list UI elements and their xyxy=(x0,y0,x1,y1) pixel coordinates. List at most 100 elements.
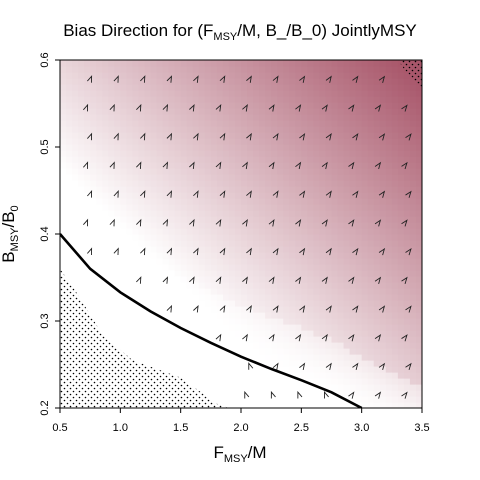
bias-arrow xyxy=(268,104,275,112)
heatmap-cell xyxy=(222,210,230,217)
heatmap-cell xyxy=(385,252,393,259)
heatmap-cell xyxy=(156,84,164,91)
heatmap-cell xyxy=(126,138,133,145)
heatmap-cell xyxy=(96,306,103,313)
heatmap-cell xyxy=(210,336,218,343)
heatmap-cell xyxy=(343,354,351,361)
heatmap-cell xyxy=(307,78,314,85)
heatmap-cell xyxy=(277,294,284,301)
heatmap-cell xyxy=(277,144,284,151)
heatmap-cell xyxy=(271,150,278,157)
heatmap-cell xyxy=(72,138,79,145)
bias-arrow xyxy=(405,362,412,371)
heatmap-cell xyxy=(108,108,115,115)
heatmap-cell xyxy=(60,72,67,79)
heatmap-cell xyxy=(96,240,103,247)
heatmap-cell xyxy=(289,96,296,103)
heatmap-cell xyxy=(114,180,121,187)
heatmap-cell xyxy=(156,342,164,349)
bias-arrow xyxy=(189,218,195,227)
heatmap-cell xyxy=(349,270,357,277)
heatmap-cell xyxy=(325,222,333,229)
heatmap-cell xyxy=(120,60,127,67)
heatmap-cell xyxy=(379,288,387,295)
heatmap-cell xyxy=(120,204,127,211)
heatmap-cell xyxy=(349,72,357,79)
heatmap-cell xyxy=(198,312,206,319)
heatmap-cell xyxy=(126,108,133,115)
heatmap-cell xyxy=(307,138,314,145)
heatmap-cell xyxy=(102,114,109,121)
bias-arrow xyxy=(219,304,226,313)
heatmap-cell xyxy=(90,240,97,247)
heatmap-cell xyxy=(349,102,357,109)
heatmap-cell xyxy=(289,156,296,163)
heatmap-cell xyxy=(241,222,248,229)
heatmap-cell xyxy=(307,396,314,403)
heatmap-cell xyxy=(241,156,248,163)
heatmap-cell xyxy=(198,204,206,211)
heatmap-cell xyxy=(192,378,200,385)
heatmap-cell xyxy=(126,198,133,205)
y-tick-label: 0.4 xyxy=(39,226,51,241)
heatmap-cell xyxy=(120,270,127,277)
heatmap-cell xyxy=(331,108,339,115)
heatmap-cell xyxy=(234,324,242,331)
heatmap-cell xyxy=(343,108,351,115)
heatmap-cell xyxy=(415,174,422,181)
heatmap-cell xyxy=(337,108,345,115)
heatmap-cell xyxy=(114,240,121,247)
heatmap-cell xyxy=(90,72,97,79)
heatmap-cell xyxy=(277,402,284,408)
heatmap-cell xyxy=(132,120,140,127)
heatmap-cell xyxy=(216,354,224,361)
stippled-region xyxy=(397,60,422,91)
heatmap-cell xyxy=(271,312,278,319)
heatmap-cell xyxy=(84,204,91,211)
heatmap-cell xyxy=(337,306,345,313)
heatmap-cell xyxy=(156,324,164,331)
heatmap-cell xyxy=(349,84,357,91)
heatmap-cell xyxy=(355,330,363,337)
heatmap-cell xyxy=(138,66,146,73)
heatmap-cell xyxy=(96,192,103,199)
heatmap-cell xyxy=(186,282,194,289)
heatmap-cell xyxy=(96,150,103,157)
heatmap-cell xyxy=(403,288,411,295)
heatmap-cell xyxy=(90,246,97,253)
heatmap-cell xyxy=(144,180,152,187)
bias-arrow xyxy=(87,132,93,141)
heatmap-cell xyxy=(331,384,339,391)
heatmap-cell xyxy=(126,204,133,211)
heatmap-cell xyxy=(349,294,357,301)
heatmap-cell xyxy=(174,216,182,223)
heatmap-cell xyxy=(66,192,73,199)
heatmap-cell xyxy=(385,348,393,355)
heatmap-cell xyxy=(216,216,224,223)
heatmap-cell xyxy=(96,324,103,331)
heatmap-cell xyxy=(174,246,182,253)
heatmap-cell xyxy=(90,60,97,67)
heatmap-cell xyxy=(397,228,405,235)
heatmap-cell xyxy=(385,192,393,199)
heatmap-cell xyxy=(138,312,146,319)
heatmap-cell xyxy=(271,114,278,121)
heatmap-cell xyxy=(331,312,339,319)
heatmap-cell xyxy=(307,318,314,325)
heatmap-cell xyxy=(265,150,272,157)
heatmap-cell xyxy=(277,150,284,157)
heatmap-cell xyxy=(150,258,158,265)
heatmap-cell xyxy=(373,288,381,295)
heatmap-cell xyxy=(283,348,290,355)
heatmap-cell xyxy=(349,168,357,175)
heatmap-cell xyxy=(162,282,170,289)
heatmap-cell xyxy=(78,204,85,211)
heatmap-cell xyxy=(253,366,260,373)
heatmap-cell xyxy=(379,360,387,367)
heatmap-cell xyxy=(114,216,121,223)
heatmap-cell xyxy=(156,360,164,367)
heatmap-cell xyxy=(198,84,206,91)
heatmap-cell xyxy=(96,78,103,85)
heatmap-cell xyxy=(156,300,164,307)
heatmap-cell xyxy=(391,306,399,313)
